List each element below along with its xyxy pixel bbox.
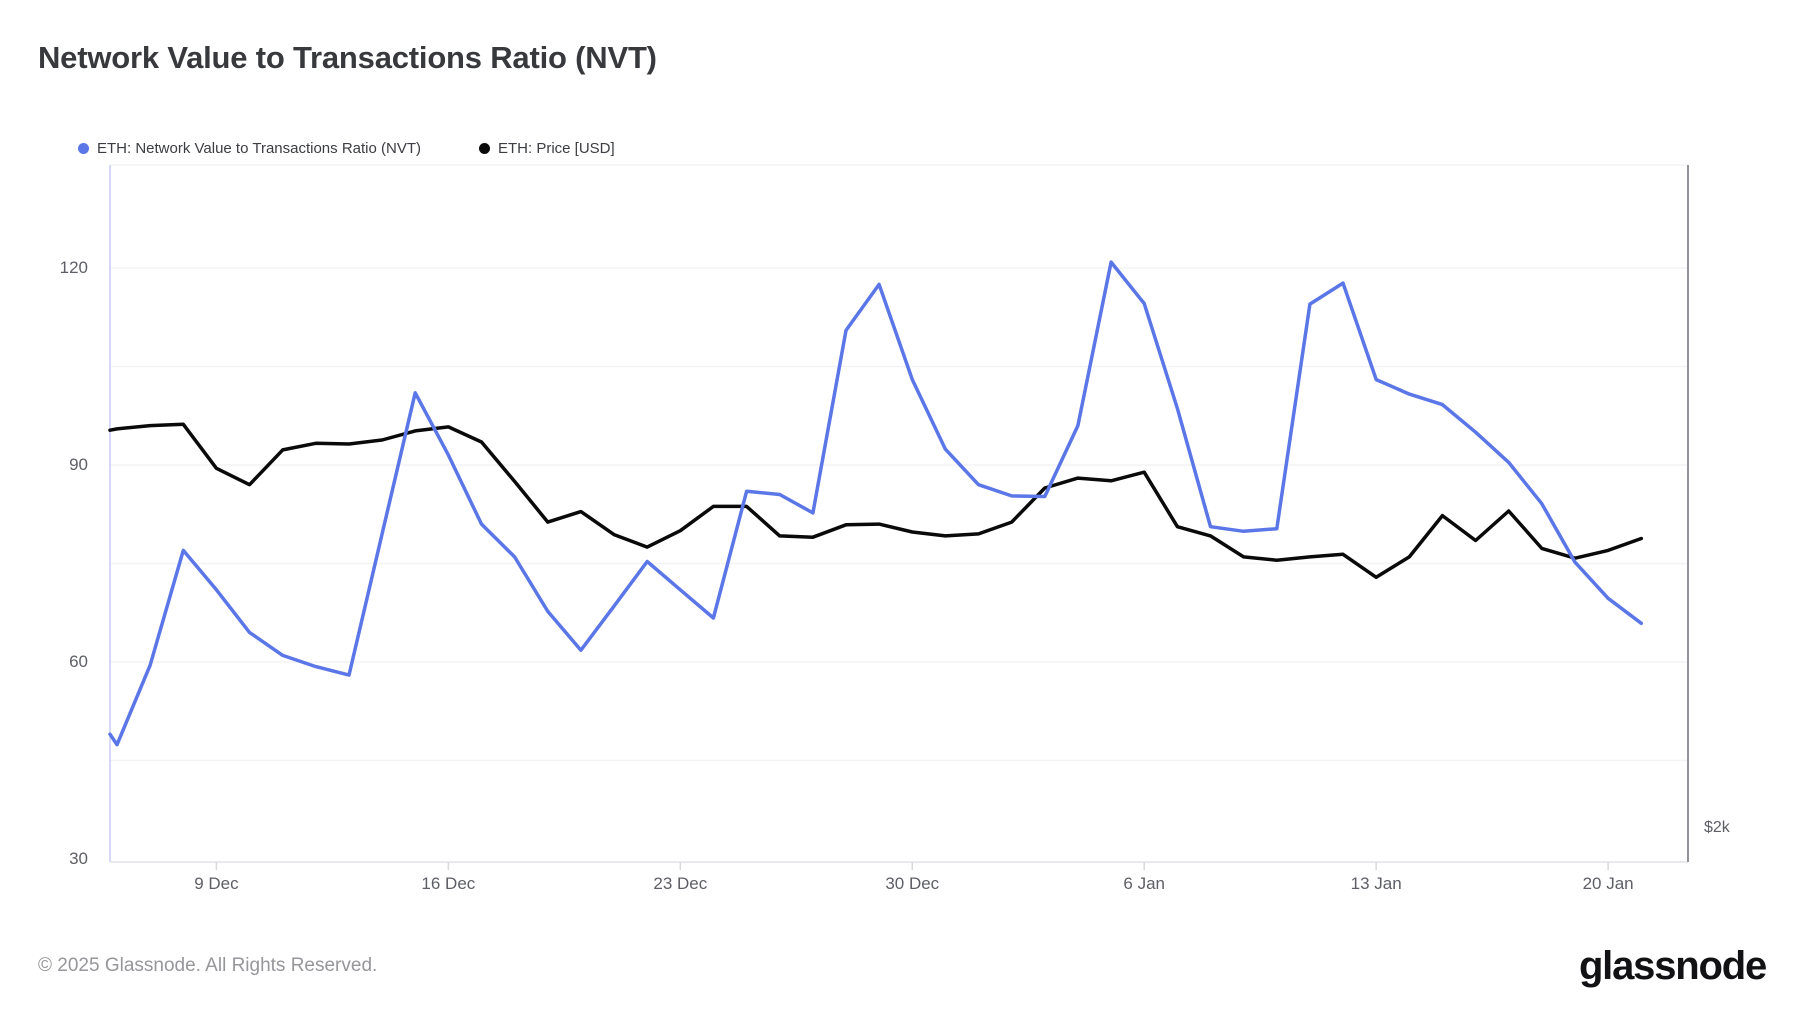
chart-legend: ETH: Network Value to Transactions Ratio… [78,140,615,157]
x-axis-label-13-jan: 13 Jan [1350,874,1402,893]
x-axis-label-20-jan: 20 Jan [1582,874,1634,893]
right-axis-price-tick: $2k [1704,819,1730,836]
y-axis-label-30: 30 [69,849,88,868]
x-axis-label-30-dec: 30 Dec [885,874,940,893]
x-axis-label-16-dec: 16 Dec [421,874,476,893]
glassnode-logo: glassnode [1578,944,1767,988]
legend-item-nvt[interactable]: ETH: Network Value to Transactions Ratio… [78,140,421,157]
copyright-text: © 2025 Glassnode. All Rights Reserved. [38,955,378,976]
legend-label-price: ETH: Price [USD] [498,140,615,157]
y-axis-label-90: 90 [69,454,88,474]
price-line [108,422,1644,580]
nvt-line [108,260,1644,747]
nvt-series-dot-icon [78,143,89,154]
x-axis-label-9-dec: 9 Dec [194,874,239,893]
x-axis-label-23-dec: 23 Dec [653,874,708,893]
price-series-dot-icon [479,143,490,154]
y-axis-label-60: 60 [69,651,88,671]
x-axis-label-6-jan: 6 Jan [1123,874,1165,893]
y-axis-label-120: 120 [59,257,88,277]
legend-item-price[interactable]: ETH: Price [USD] [479,140,615,157]
legend-label-nvt: ETH: Network Value to Transactions Ratio… [97,140,421,157]
page-title: Network Value to Transactions Ratio (NVT… [38,40,657,75]
